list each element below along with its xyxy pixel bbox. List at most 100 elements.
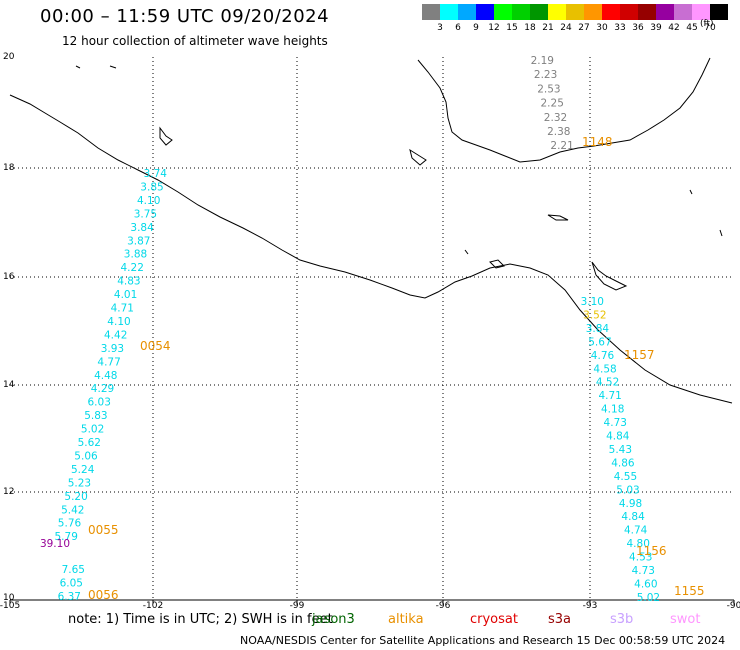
lat-tick-label: 14	[3, 380, 15, 390]
wave-height-label: 4.71	[598, 390, 621, 402]
wave-height-label: 4.52	[596, 377, 619, 389]
pass-time-label: 1157	[624, 348, 655, 362]
coast-path	[75, 65, 81, 69]
color-scale-label: 30	[596, 23, 608, 33]
wave-height-label: 2.38	[547, 126, 570, 138]
coast-path	[417, 57, 711, 163]
wave-height-label: 4.48	[94, 370, 117, 382]
color-scale-label: 24	[560, 23, 572, 33]
wave-height-label: 4.73	[604, 417, 627, 429]
wave-height-label: 3.85	[140, 181, 163, 193]
color-swatch	[458, 4, 476, 20]
legend-cryosat: cryosat	[470, 612, 518, 627]
wave-height-label: 3.75	[134, 208, 157, 220]
coast-path	[9, 94, 733, 404]
wave-height-label: 4.83	[117, 276, 140, 288]
color-scale-label: 42	[668, 23, 680, 33]
color-scale-label: 33	[614, 23, 626, 33]
color-scale-label: 36	[632, 23, 644, 33]
lat-tick-label: 20	[3, 52, 15, 62]
color-scale-unit: (ft)	[700, 19, 714, 29]
color-scale-label: 21	[542, 23, 554, 33]
lon-tick-label: -96	[435, 601, 451, 611]
wave-height-label: 5.03	[616, 484, 639, 496]
lon-tick-label: -102	[142, 601, 164, 611]
color-scale-label: 70	[704, 23, 716, 33]
pass-time-label: 1155	[674, 584, 705, 598]
wave-height-label: 5.02	[637, 592, 660, 604]
lon-tick-label: -90	[726, 601, 740, 611]
pass-time-label: 0056	[88, 588, 119, 602]
wave-height-label: 5.83	[84, 410, 107, 422]
color-swatch	[530, 4, 548, 20]
wave-height-label: 5.06	[74, 450, 98, 462]
wave-height-label: 3.88	[124, 249, 147, 261]
wave-height-label: 3.10	[581, 296, 604, 308]
color-swatch	[620, 4, 638, 20]
lat-tick-label: 18	[3, 163, 15, 173]
wave-height-label: 2.25	[541, 98, 564, 110]
legend-s3b: s3b	[610, 612, 634, 627]
coast-path	[409, 148, 427, 166]
coast-path	[489, 259, 505, 269]
wave-height-label: 2.19	[531, 55, 554, 67]
wave-height-label: 3.93	[101, 343, 124, 355]
wave-height-label: 5.79	[55, 531, 78, 543]
color-swatch	[656, 4, 674, 20]
wave-height-label: 4.29	[91, 383, 114, 395]
map-title: 00:00 – 11:59 UTC 09/20/2024	[40, 6, 330, 27]
color-swatch	[422, 4, 440, 20]
color-swatch	[674, 4, 692, 20]
wave-height-label: 4.10	[137, 195, 160, 207]
color-scale-label: 6	[455, 23, 461, 33]
color-swatch	[566, 4, 584, 20]
wave-height-label: 4.86	[611, 457, 635, 469]
color-scale-label: 15	[506, 23, 518, 33]
wave-height-label: 7.65	[62, 564, 85, 576]
lon-tick-label: -105	[0, 601, 21, 611]
wave-height-label: 5.42	[61, 504, 84, 516]
color-scale-label: 3	[437, 23, 443, 33]
pass-time-label: 0055	[88, 523, 119, 537]
legend-altika: altika	[388, 612, 424, 627]
coast-path	[719, 229, 723, 237]
wave-height-label: 4.58	[593, 363, 616, 375]
pass-time-label: 1148	[582, 135, 613, 149]
wave-height-label: 5.23	[68, 477, 91, 489]
wave-height-label: 5.67	[588, 336, 611, 348]
legend-jason3: jason3	[312, 612, 355, 627]
wave-height-label: 4.98	[619, 498, 642, 510]
wave-height-label: 3.87	[127, 235, 150, 247]
color-scale-label: 27	[578, 23, 590, 33]
wave-height-label: 4.74	[624, 525, 648, 537]
wave-height-label: 3.84	[130, 222, 154, 234]
wave-height-label: 3.84	[586, 323, 610, 335]
pass-time-label: 0054	[140, 339, 171, 353]
lat-tick-label: 12	[3, 487, 15, 497]
color-scale-label: 9	[473, 23, 479, 33]
wave-height-label: 39.10	[40, 538, 70, 550]
wave-height-label: 5.62	[78, 437, 101, 449]
color-swatch	[440, 4, 458, 20]
wave-height-label: 5.43	[609, 444, 632, 456]
color-swatch	[494, 4, 512, 20]
coastline	[9, 57, 733, 404]
lat-lon-grid	[9, 57, 735, 604]
wave-height-label: 4.80	[627, 538, 650, 550]
wave-height-label: 5.24	[71, 464, 95, 476]
wave-height-label: 2.53	[537, 83, 560, 95]
color-swatch	[548, 4, 566, 20]
coast-path	[159, 126, 173, 146]
color-swatch	[710, 4, 728, 20]
color-swatch	[638, 4, 656, 20]
color-swatch	[512, 4, 530, 20]
color-scale-label: 18	[524, 23, 536, 33]
wave-height-label: 4.84	[606, 431, 630, 443]
wave-height-label: 3.52	[583, 309, 606, 321]
wave-height-label: 4.10	[107, 316, 130, 328]
wave-height-label: 6.37	[58, 591, 81, 603]
color-swatch	[692, 4, 710, 20]
wave-height-label: 4.77	[97, 356, 120, 368]
coast-path	[591, 261, 628, 291]
